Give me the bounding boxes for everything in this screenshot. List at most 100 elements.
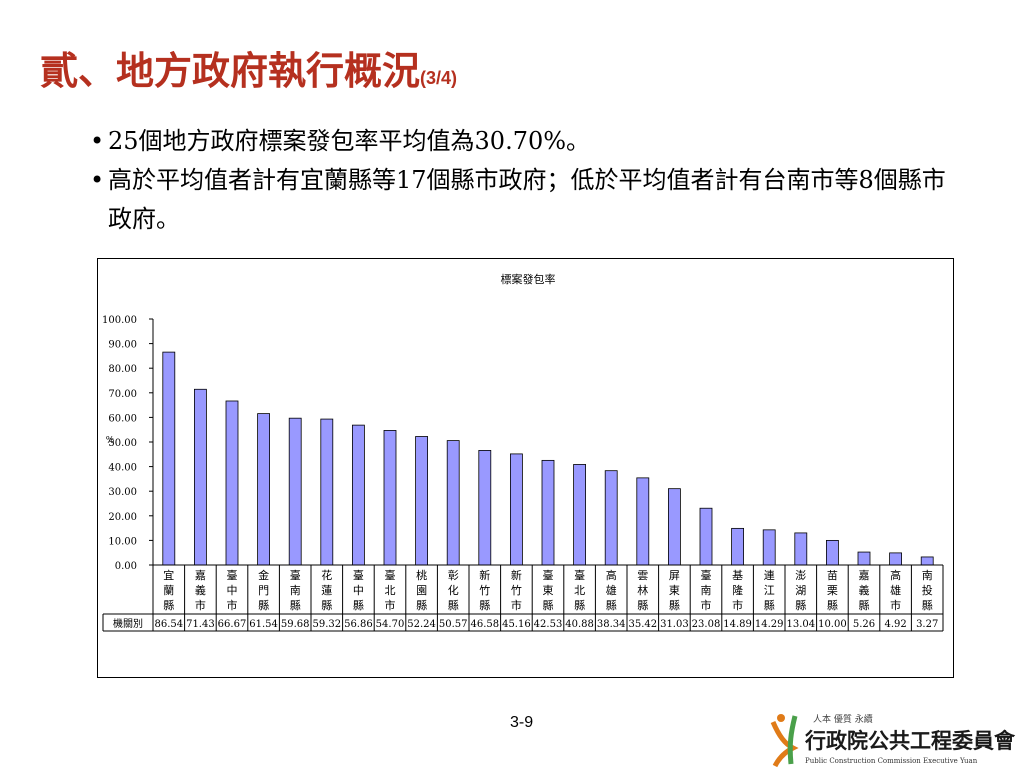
category-label: 臺中市 [227,568,238,612]
category-label: 嘉義縣 [859,568,870,612]
category-label: 苗栗縣 [827,569,838,612]
y-tick-label: 30.00 [108,487,137,498]
slide-title-suffix: (3/4) [420,68,458,88]
category-label: 新竹市 [511,568,522,612]
bullet-item: • 高於平均值者計有宜蘭縣等17個縣市政府；低於平均值者計有台南市等8個縣市政府… [90,161,950,239]
value-label: 13.04 [786,619,815,630]
bullet-text: 高於平均值者計有宜蘭縣等17個縣市政府；低於平均值者計有台南市等8個縣市政府。 [108,166,946,233]
category-label: 雲林縣 [637,569,648,612]
table-row-label: 機關別 [113,617,143,630]
bar [699,507,713,566]
value-label: 61.54 [249,619,278,630]
category-label: 高雄市 [890,568,901,612]
value-label: 42.53 [534,619,563,630]
logo-english: Public Construction Commission Executive… [805,757,978,765]
bar [351,424,365,566]
bar [478,450,492,566]
category-label: 彰化縣 [448,568,459,612]
category-label: 臺北市 [385,568,396,612]
category-label: 新竹縣 [479,568,490,612]
value-label: 71.43 [186,619,215,630]
y-tick-label: 60.00 [108,413,137,424]
category-label: 基隆市 [732,569,743,612]
bar [668,488,681,566]
chart-title: 標案發包率 [501,272,556,286]
category-label: 屏東縣 [669,569,680,612]
bar-chart: 標案發包率% 0.00 10.00 20.00 30.00 40.00 50.00 60.00… [102,272,944,632]
category-label: 南投縣 [922,569,933,612]
category-label: 臺東縣 [543,568,554,612]
bar [636,477,650,566]
value-label: 31.03 [660,619,689,630]
slide-title: 貳、地方政府執行概況(3/4) [40,40,457,95]
bullet-dot-icon: • [90,127,105,155]
bar [857,551,871,566]
category-label: 高雄縣 [606,568,617,612]
y-tick-label: 100.00 [102,315,137,326]
bar [162,351,176,566]
bar [920,556,934,566]
value-label: 50.57 [439,619,468,630]
bar [257,413,271,566]
bar [288,417,302,566]
bar [731,527,744,566]
bar [762,529,776,566]
category-label: 臺南縣 [290,568,301,612]
category-label: 連江縣 [764,568,775,612]
bar [446,440,460,566]
value-label: 45.16 [502,619,531,630]
category-label: 花蓮縣 [321,569,332,612]
bar [320,418,334,566]
y-tick-label: 70.00 [108,389,137,400]
y-tick-label: 80.00 [108,364,137,375]
logo-motto: 人本 優質 永續 [813,713,873,725]
bar [604,470,618,566]
category-label: 臺中縣 [353,568,364,612]
y-tick-label: 90.00 [108,340,137,351]
value-label: 86.54 [154,619,183,630]
bullet-text: 25個地方政府標案發包率平均值為30.70%。 [108,127,591,155]
bar [225,400,239,566]
category-label: 金門縣 [258,568,269,612]
y-tick-label: 0.00 [115,561,137,572]
value-label: 59.32 [312,619,341,630]
bar [889,552,902,566]
value-label: 38.34 [597,619,626,630]
y-tick-label: 40.00 [108,463,137,474]
bar [826,539,839,566]
category-label: 桃園縣 [416,568,427,612]
chart-frame: 標案發包率% 0.00 10.00 20.00 30.00 40.00 50.00 60.00… [97,258,954,678]
value-label: 23.08 [692,619,721,630]
value-label: 54.70 [376,619,405,630]
value-label: 3.27 [916,619,938,630]
bullet-list: • 25個地方政府標案發包率平均值為30.70%。 • 高於平均值者計有宜蘭縣等… [90,122,950,239]
slide-title-text: 貳、地方政府執行概況 [40,48,421,93]
value-label: 10.00 [818,619,847,630]
value-label: 52.24 [407,619,436,630]
bullet-dot-icon: • [90,166,105,194]
bar [541,459,555,566]
value-label: 66.67 [218,619,247,630]
value-label: 35.42 [628,619,657,630]
bar [573,464,587,566]
y-tick-label: 20.00 [108,512,137,523]
y-axis-label: % [106,436,115,446]
category-label: 宜蘭縣 [163,568,174,612]
bullet-item: • 25個地方政府標案發包率平均值為30.70%。 [90,122,950,161]
category-label: 臺北縣 [574,568,585,612]
category-label: 嘉義市 [195,568,206,612]
page-number: 3-9 [510,714,534,731]
value-label: 59.68 [281,619,310,630]
logo-name: 行政院公共工程委員會 [804,728,1016,753]
bar [794,532,808,566]
category-label: 臺南市 [701,568,712,612]
pcc-logo: 人本 優質 永續 行政院公共工程委員會 Public Construction … [770,713,1016,768]
y-tick-label: 10.00 [108,536,137,547]
value-label: 40.88 [565,619,594,630]
category-label: 澎湖縣 [795,569,806,612]
bar [509,453,523,566]
value-label: 56.86 [344,619,373,630]
y-tick-label: 50.00 [108,438,137,449]
value-label: 4.92 [884,619,906,630]
